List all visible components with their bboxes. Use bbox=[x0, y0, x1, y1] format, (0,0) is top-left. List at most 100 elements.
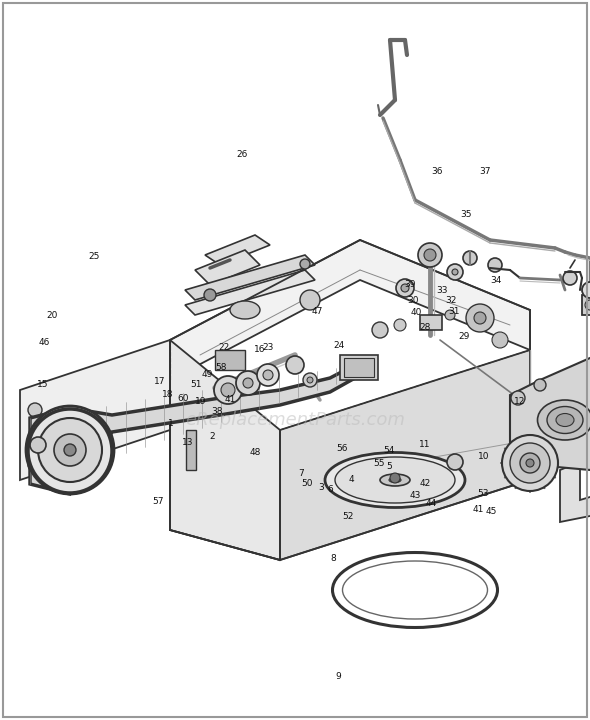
Text: 40: 40 bbox=[410, 308, 422, 317]
Polygon shape bbox=[170, 340, 280, 560]
Text: 45: 45 bbox=[485, 507, 497, 516]
Circle shape bbox=[582, 282, 590, 298]
Text: 36: 36 bbox=[431, 167, 442, 176]
Text: 37: 37 bbox=[479, 167, 491, 176]
Ellipse shape bbox=[380, 474, 410, 486]
Bar bbox=[186, 430, 196, 470]
Circle shape bbox=[445, 310, 455, 320]
Text: 52: 52 bbox=[342, 513, 354, 521]
Circle shape bbox=[511, 391, 525, 405]
Text: 22: 22 bbox=[218, 343, 230, 352]
Text: 35: 35 bbox=[460, 210, 472, 219]
Circle shape bbox=[307, 377, 313, 383]
Polygon shape bbox=[280, 350, 530, 560]
Circle shape bbox=[492, 332, 508, 348]
Ellipse shape bbox=[547, 407, 583, 433]
Circle shape bbox=[28, 433, 42, 447]
Circle shape bbox=[488, 258, 502, 272]
Text: 33: 33 bbox=[437, 287, 448, 295]
Circle shape bbox=[474, 312, 486, 324]
Text: 25: 25 bbox=[88, 252, 100, 261]
Text: 34: 34 bbox=[490, 276, 502, 285]
Text: 11: 11 bbox=[419, 440, 431, 449]
Bar bbox=[344, 358, 374, 377]
Text: 43: 43 bbox=[409, 491, 421, 500]
Circle shape bbox=[214, 376, 242, 404]
Text: 49: 49 bbox=[202, 370, 214, 379]
Text: 19: 19 bbox=[195, 397, 206, 405]
Polygon shape bbox=[185, 270, 315, 315]
Ellipse shape bbox=[325, 452, 465, 508]
Text: 30: 30 bbox=[407, 297, 419, 305]
Text: 3: 3 bbox=[319, 483, 324, 492]
Circle shape bbox=[243, 378, 253, 388]
Polygon shape bbox=[195, 250, 260, 285]
Polygon shape bbox=[185, 255, 315, 300]
Text: 57: 57 bbox=[152, 497, 164, 505]
Ellipse shape bbox=[389, 477, 401, 482]
Ellipse shape bbox=[537, 400, 590, 440]
Circle shape bbox=[390, 473, 400, 483]
Text: 39: 39 bbox=[404, 280, 416, 289]
Text: 8: 8 bbox=[330, 554, 336, 563]
Circle shape bbox=[221, 383, 235, 397]
Text: 13: 13 bbox=[182, 438, 194, 446]
Circle shape bbox=[502, 435, 558, 491]
Text: 16: 16 bbox=[254, 345, 266, 354]
Text: 42: 42 bbox=[419, 480, 431, 488]
Circle shape bbox=[463, 251, 477, 265]
Text: 28: 28 bbox=[419, 323, 431, 332]
Text: 47: 47 bbox=[312, 307, 323, 315]
Circle shape bbox=[526, 459, 534, 467]
Text: 32: 32 bbox=[445, 297, 457, 305]
Circle shape bbox=[30, 437, 46, 453]
Circle shape bbox=[563, 271, 577, 285]
Circle shape bbox=[28, 458, 42, 472]
Text: 46: 46 bbox=[38, 338, 50, 347]
Text: 4: 4 bbox=[348, 475, 354, 484]
Text: 24: 24 bbox=[333, 341, 345, 350]
Circle shape bbox=[64, 444, 76, 456]
Circle shape bbox=[303, 373, 317, 387]
Polygon shape bbox=[20, 340, 170, 480]
Circle shape bbox=[452, 269, 458, 275]
Circle shape bbox=[447, 264, 463, 280]
Circle shape bbox=[54, 434, 86, 466]
Bar bbox=[582, 295, 590, 315]
Text: 12: 12 bbox=[513, 397, 525, 406]
Circle shape bbox=[401, 284, 409, 292]
Text: 50: 50 bbox=[301, 480, 313, 488]
Circle shape bbox=[372, 322, 388, 338]
Text: 26: 26 bbox=[236, 150, 248, 159]
Polygon shape bbox=[30, 365, 355, 494]
Circle shape bbox=[257, 364, 279, 386]
Text: 9: 9 bbox=[335, 672, 341, 681]
Circle shape bbox=[424, 249, 436, 261]
Text: 6: 6 bbox=[327, 485, 333, 494]
Text: 44: 44 bbox=[425, 499, 437, 508]
Text: 15: 15 bbox=[37, 380, 48, 389]
Text: 23: 23 bbox=[263, 343, 274, 352]
Circle shape bbox=[447, 454, 463, 470]
Circle shape bbox=[534, 379, 546, 391]
Text: 10: 10 bbox=[478, 452, 490, 461]
Text: 51: 51 bbox=[190, 380, 202, 389]
Text: 41: 41 bbox=[224, 395, 236, 404]
Circle shape bbox=[28, 403, 42, 417]
Text: 48: 48 bbox=[249, 448, 261, 456]
Circle shape bbox=[236, 371, 260, 395]
Polygon shape bbox=[560, 462, 590, 522]
Ellipse shape bbox=[556, 413, 574, 426]
Polygon shape bbox=[205, 235, 270, 265]
Text: 5: 5 bbox=[386, 462, 392, 471]
Circle shape bbox=[263, 370, 273, 380]
Text: 29: 29 bbox=[458, 333, 470, 341]
Bar bbox=[340, 355, 378, 380]
Text: 56: 56 bbox=[336, 444, 348, 453]
Text: 41: 41 bbox=[472, 505, 484, 514]
Text: 7: 7 bbox=[298, 469, 304, 478]
Ellipse shape bbox=[230, 301, 260, 319]
Circle shape bbox=[300, 290, 320, 310]
Circle shape bbox=[585, 300, 590, 310]
Bar bbox=[215, 350, 245, 370]
